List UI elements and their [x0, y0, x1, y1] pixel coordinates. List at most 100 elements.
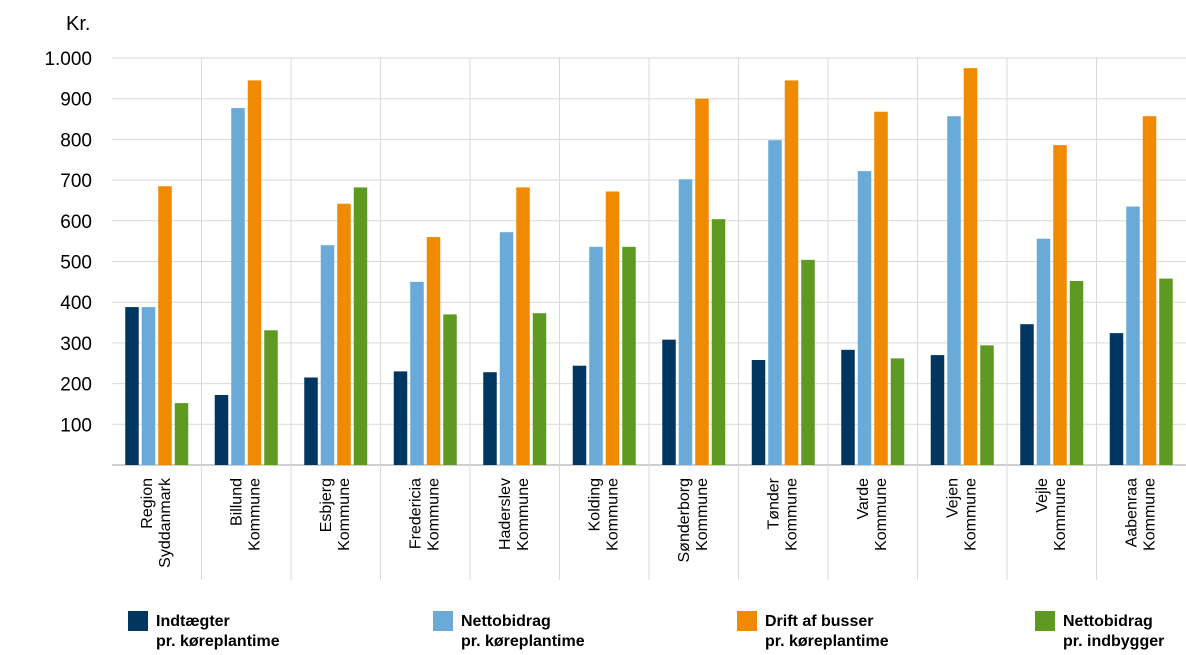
x-category-label: Billund Kommune — [228, 478, 263, 551]
x-category-label-line: Kommune — [873, 478, 890, 551]
bar — [353, 187, 368, 465]
x-category-label-line: Kommune — [1141, 478, 1158, 551]
x-category-label-line: Kommune — [515, 478, 532, 551]
x-category-label-line: Kommune — [962, 478, 979, 551]
legend-label: Indtægter — [156, 613, 230, 630]
x-category-label-line: Kolding — [586, 478, 603, 531]
bar — [622, 246, 636, 465]
bar — [141, 307, 156, 465]
x-category-label-line: Region — [139, 478, 156, 529]
y-tick-label: 800 — [60, 130, 92, 151]
bar — [158, 186, 172, 465]
x-category-label: Vejle Kommune — [1034, 478, 1069, 551]
bar — [890, 358, 905, 465]
y-tick-label: 200 — [60, 375, 92, 396]
x-category-label-line: Kommune — [694, 478, 711, 551]
legend-label: pr. køreplantime — [461, 633, 585, 650]
bar — [1126, 206, 1140, 465]
legend-label: pr. køreplantime — [156, 633, 280, 650]
bar — [980, 345, 994, 465]
bar — [605, 191, 620, 465]
x-category-label-line: Kommune — [783, 478, 800, 551]
x-category-label-line: Syddanmark — [157, 477, 174, 568]
bar — [678, 179, 693, 465]
bar — [483, 372, 497, 465]
legend-label: pr. indbygger — [1063, 633, 1164, 650]
x-category-label: Fredericia Kommune — [407, 478, 442, 551]
legend-swatch — [1035, 611, 1055, 631]
x-category-label-line: Sønderborg — [676, 478, 693, 563]
x-category-label-line: Aabenraa — [1123, 478, 1140, 547]
bar — [857, 171, 872, 465]
x-category-label: Aabenraa Kommune — [1123, 478, 1158, 551]
bar — [572, 365, 587, 465]
y-tick-label: 600 — [60, 212, 92, 233]
bar — [264, 330, 278, 465]
y-tick-label: 100 — [60, 415, 92, 436]
bar — [1036, 238, 1051, 465]
bar — [1069, 281, 1084, 465]
legend-swatch — [433, 611, 453, 631]
bar — [320, 245, 335, 465]
x-category-label-line: Haderslev — [497, 478, 514, 550]
bar — [231, 108, 245, 465]
legend-swatch — [737, 611, 757, 631]
bar — [963, 68, 978, 466]
bar — [1142, 116, 1157, 466]
bar — [516, 187, 530, 465]
bar — [768, 140, 782, 466]
bar — [426, 237, 441, 465]
x-category-label: Sønderborg Kommune — [676, 478, 711, 563]
legend-label: Nettobidrag — [461, 613, 551, 630]
x-category-label-line: Kommune — [246, 478, 263, 551]
bar — [784, 80, 799, 465]
bar — [874, 111, 888, 465]
bar — [393, 371, 408, 465]
y-tick-label: 500 — [60, 253, 92, 274]
x-category-label-line: Kommune — [1052, 478, 1069, 551]
bar — [532, 313, 547, 465]
bar — [214, 394, 229, 465]
bar — [337, 203, 351, 465]
bar — [1020, 324, 1034, 465]
bar — [801, 259, 815, 465]
legend-label: Drift af busser — [765, 613, 873, 630]
bar — [1159, 278, 1173, 465]
bar — [589, 246, 603, 465]
x-category-label-line: Vejle — [1034, 478, 1051, 513]
bar — [751, 359, 766, 465]
bar — [1053, 145, 1067, 465]
x-category-label: Kolding Kommune — [586, 478, 621, 551]
y-tick-label: 1.000 — [44, 49, 92, 70]
y-tick-label: 900 — [60, 90, 92, 111]
bar — [1109, 333, 1124, 465]
x-category-label-line: Billund — [228, 478, 245, 526]
bar — [947, 116, 961, 466]
bar — [410, 281, 424, 465]
legend-swatch — [128, 611, 148, 631]
x-category-label-line: Fredericia — [407, 478, 424, 549]
x-category-label-line: Kommune — [336, 478, 353, 551]
x-category-label-line: Tønder — [765, 477, 782, 529]
bar — [930, 355, 945, 465]
x-category-label-line: Kommune — [604, 478, 621, 551]
x-category-label-line: Vejen — [944, 478, 961, 518]
y-tick-label: 300 — [60, 334, 92, 355]
x-category-label-line: Varde — [855, 478, 872, 520]
bar — [499, 232, 514, 465]
x-category-label: Region Syddanmark — [139, 477, 174, 568]
x-category-label: Tønder Kommune — [765, 477, 800, 551]
x-category-label-line: Kommune — [425, 478, 442, 551]
x-category-label: Varde Kommune — [855, 478, 890, 551]
x-category-label-line: Esbjerg — [318, 478, 335, 532]
bar — [247, 80, 262, 465]
x-category-label: Esbjerg Kommune — [318, 478, 353, 551]
bar — [662, 339, 676, 465]
x-category-label: Vejen Kommune — [944, 478, 979, 551]
bar — [304, 377, 318, 465]
bar — [841, 349, 855, 465]
bar — [695, 98, 709, 465]
y-tick-label: 700 — [60, 171, 92, 192]
x-category-label: Haderslev Kommune — [497, 478, 532, 551]
